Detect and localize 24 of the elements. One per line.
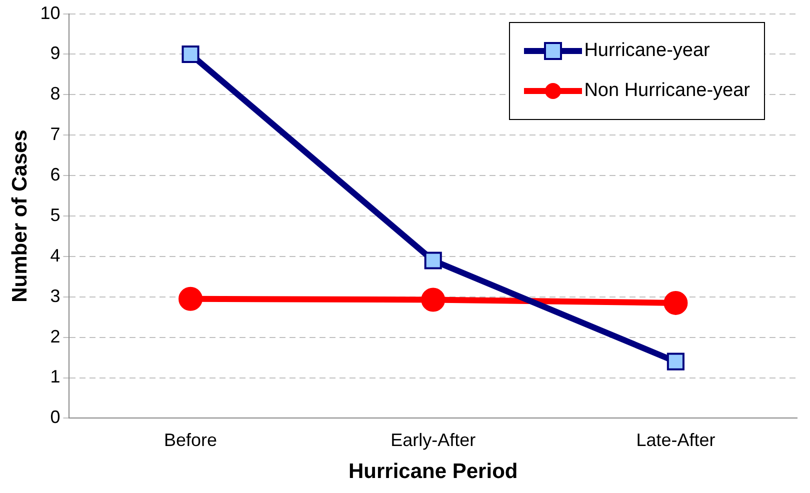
y-tick-label: 7: [50, 124, 60, 144]
point: [424, 252, 442, 270]
legend-label: Non Hurricane-year: [584, 80, 750, 102]
y-tick-label: 6: [50, 164, 60, 185]
point: [178, 286, 203, 311]
y-tick-label: 1: [50, 366, 60, 387]
y-tick-label: 10: [40, 2, 60, 23]
y-axis-title: Number of Cases: [8, 130, 32, 302]
point: [664, 290, 688, 315]
point: [666, 352, 684, 370]
point: [182, 45, 200, 64]
y-tick-label: 9: [50, 43, 60, 64]
point: [421, 288, 446, 312]
y-tick-label: 2: [50, 326, 60, 346]
y-tick-label: 0: [50, 407, 60, 428]
y-tick-label: 3: [50, 286, 60, 306]
y-tick-label: 8: [50, 84, 60, 104]
legend-label: Hurricane-year: [584, 40, 710, 62]
x-tick-label: Early-After: [390, 430, 476, 450]
y-tick-label: 4: [50, 245, 60, 266]
x-tick-label: Before: [164, 430, 218, 450]
x-axis-title: Hurricane Period: [348, 460, 518, 484]
x-tick-label: Late-After: [636, 430, 716, 450]
y-tick-label: 5: [50, 204, 60, 225]
